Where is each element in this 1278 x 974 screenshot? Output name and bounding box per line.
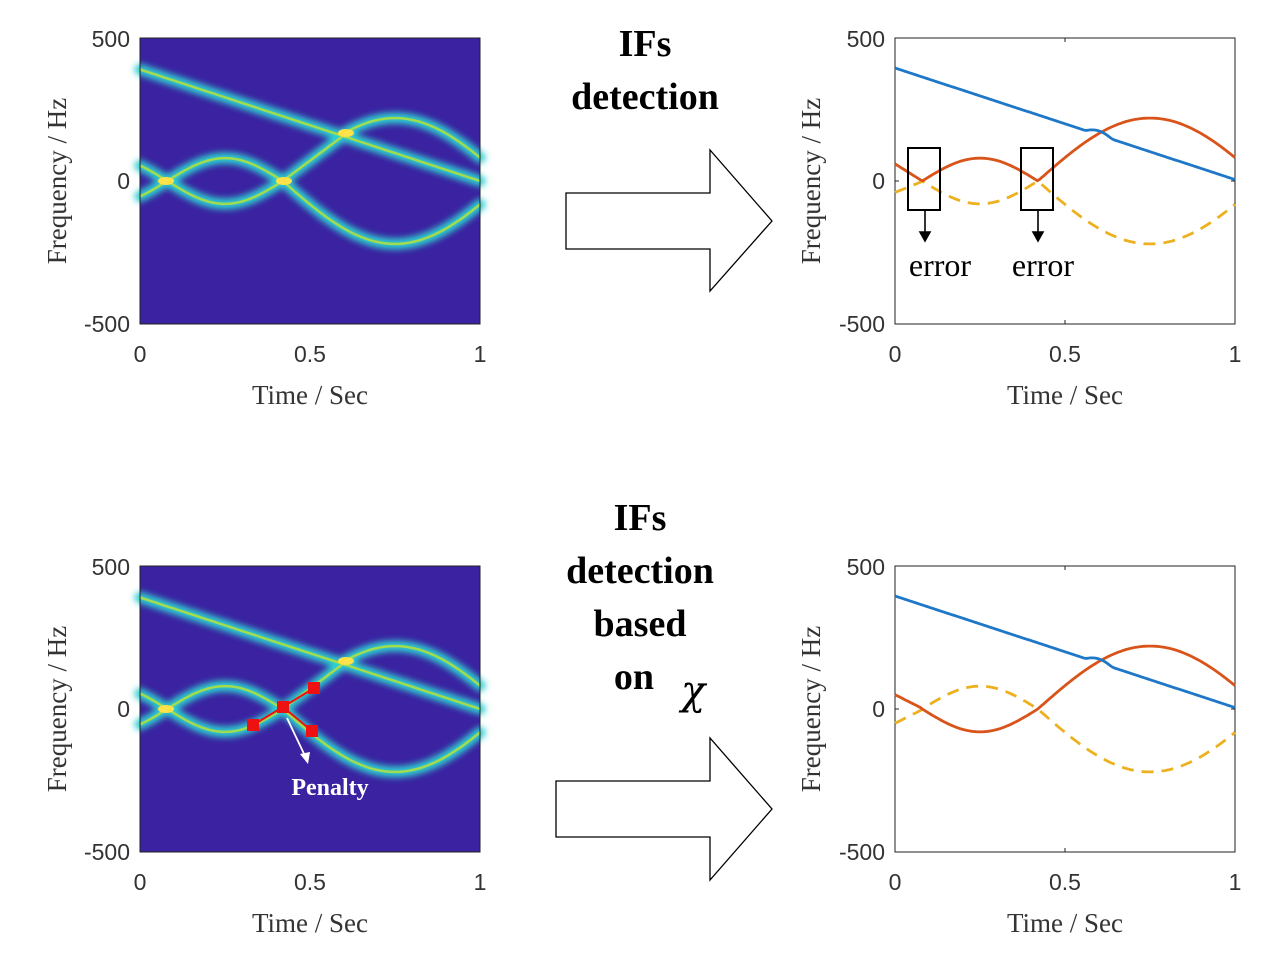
- series-blue: [894, 66, 1236, 181]
- xtick-0: 0: [134, 869, 147, 895]
- x-tick-marks: [895, 38, 1235, 324]
- caption-top: IFs detection: [540, 18, 750, 124]
- ytick-0: 0: [872, 696, 885, 722]
- xtick-05: 0.5: [1049, 869, 1081, 895]
- caption-bottom: IFs detection based on: [535, 492, 745, 704]
- error-label-1: error: [909, 247, 972, 283]
- penalty-marker: [308, 682, 320, 694]
- ytick-0: 0: [117, 168, 130, 194]
- tick-marks: [895, 566, 1235, 852]
- y-axis-label: Frequency / Hz: [796, 626, 826, 792]
- ytick-500: 500: [847, 26, 885, 52]
- caption-bottom-line-2: detection: [566, 550, 714, 592]
- x-axis-label: Time / Sec: [1007, 380, 1123, 410]
- caption-top-line-2: detection: [571, 76, 719, 118]
- xtick-0: 0: [134, 341, 147, 367]
- series-dashed: [894, 179, 1236, 246]
- xtick-1: 1: [1229, 341, 1242, 367]
- series-orange: [894, 116, 1236, 183]
- caption-on: on: [613, 656, 655, 698]
- caption-bottom-line-1: IFs: [613, 497, 667, 539]
- chi-symbol: χ: [681, 668, 706, 714]
- if-plot-top: error error 500 0 -500 0 0.5 1 Time / Se…: [796, 26, 1242, 410]
- error-box-1: [907, 147, 941, 211]
- y-axis-label: Frequency / Hz: [42, 98, 72, 264]
- x-axis-label: Time / Sec: [252, 908, 368, 938]
- series-orange: [894, 644, 1236, 734]
- caption-bottom-line-4: on: [535, 651, 745, 704]
- cross-points: [158, 657, 354, 713]
- xtick-05: 0.5: [294, 869, 326, 895]
- penalty-marker: [277, 701, 289, 713]
- series-dashed: [894, 684, 1236, 774]
- caption-bottom-line-3: based: [593, 603, 687, 645]
- xtick-1: 1: [474, 869, 487, 895]
- ytick-0: 0: [872, 168, 885, 194]
- penalty-label: Penalty: [291, 775, 368, 801]
- xtick-1: 1: [474, 341, 487, 367]
- xtick-0: 0: [889, 869, 902, 895]
- ytick-neg500: -500: [84, 839, 130, 865]
- y-axis-label: Frequency / Hz: [42, 626, 72, 792]
- xtick-0: 0: [889, 341, 902, 367]
- error-box-2: [1020, 147, 1054, 211]
- ytick-neg500: -500: [839, 311, 885, 337]
- caption-top-line-1: IFs: [618, 23, 672, 65]
- y-axis-label: Frequency / Hz: [796, 98, 826, 264]
- xtick-1: 1: [1229, 869, 1242, 895]
- ytick-500: 500: [92, 26, 130, 52]
- arrow-bottom: [555, 736, 773, 882]
- x-axis-label: Time / Sec: [252, 380, 368, 410]
- spectrogram-top: 500 0 -500 0 0.5 1 Time / Sec Frequency …: [42, 26, 487, 410]
- ytick-0: 0: [117, 696, 130, 722]
- ytick-500: 500: [847, 554, 885, 580]
- if-plot-bottom: 500 0 -500 0 0.5 1 Time / Sec Frequency …: [796, 554, 1242, 938]
- ytick-neg500: -500: [84, 311, 130, 337]
- penalty-marker: [247, 719, 259, 731]
- penalty-graph: [247, 682, 320, 764]
- x-axis-label: Time / Sec: [1007, 908, 1123, 938]
- error-label-2: error: [1012, 247, 1075, 283]
- ytick-500: 500: [92, 554, 130, 580]
- arrow-top: [565, 148, 773, 293]
- xtick-05: 0.5: [1049, 341, 1081, 367]
- error-arrows: [918, 210, 1045, 243]
- cross-points: [158, 129, 354, 185]
- ytick-neg500: -500: [839, 839, 885, 865]
- spectrogram-bottom: Penalty 500 0 -500 0 0.5 1 Time / Sec Fr…: [42, 554, 487, 938]
- ridges-core: [139, 68, 481, 246]
- series-blue: [894, 594, 1236, 709]
- penalty-marker: [306, 725, 318, 737]
- xtick-05: 0.5: [294, 341, 326, 367]
